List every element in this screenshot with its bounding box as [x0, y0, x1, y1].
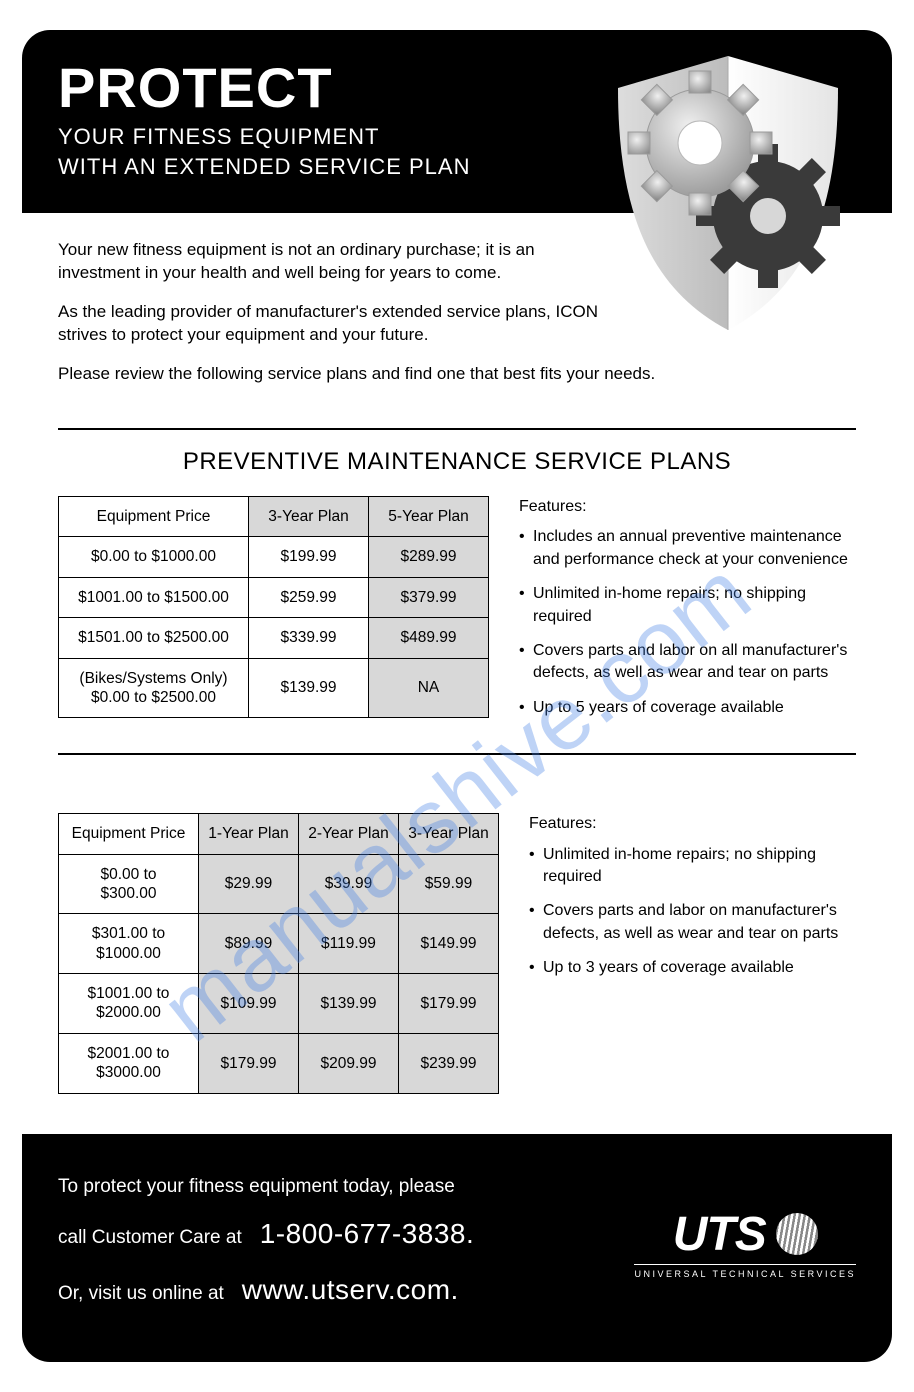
section2-plans: Equipment Price 1-Year Plan 2-Year Plan … [22, 767, 892, 1133]
table-row: $1001.00 to $1500.00 $259.99 $379.99 [59, 577, 489, 617]
section1-title: PREVENTIVE MAINTENANCE SERVICE PLANS [22, 448, 892, 476]
intro-p2: As the leading provider of manufacturer'… [58, 301, 598, 347]
uts-tagline: UNIVERSAL TECHNICAL SERVICES [634, 1264, 856, 1279]
hero-banner: PROTECT YOUR FITNESS EQUIPMENT WITH AN E… [22, 30, 892, 213]
uts-globe-icon [776, 1213, 818, 1255]
col-3yr: 3-Year Plan [249, 497, 369, 537]
col-1yr: 1-Year Plan [199, 814, 299, 854]
uts-logo-text: UTS [673, 1207, 766, 1262]
col-2yr: 2-Year Plan [299, 814, 399, 854]
table-row: $1501.00 to $2500.00 $339.99 $489.99 [59, 618, 489, 658]
col-5yr: 5-Year Plan [369, 497, 489, 537]
table-row: $301.00 to $1000.00 $89.99 $119.99 $149.… [59, 914, 499, 974]
col-3yr: 3-Year Plan [399, 814, 499, 854]
feature-item: Up to 3 years of coverage available [529, 957, 856, 979]
feature-item: Covers parts and labor on all manufactur… [519, 640, 856, 685]
website-url: www.utserv.com. [242, 1262, 459, 1318]
divider [58, 428, 856, 430]
footer-cta: To protect your fitness equipment today,… [58, 1168, 604, 1318]
call-label: call Customer Care at [58, 1219, 242, 1257]
intro-p1: Your new fitness equipment is not an ord… [58, 239, 598, 285]
features-title: Features: [519, 496, 856, 518]
phone-number: 1-800-677-3838. [260, 1206, 475, 1262]
feature-item: Covers parts and labor on manufacturer's… [529, 900, 856, 945]
col-equipment-price: Equipment Price [59, 814, 199, 854]
section1-plans: Equipment Price 3-Year Plan 5-Year Plan … [22, 496, 892, 741]
feature-item: Unlimited in-home repairs; no shipping r… [529, 844, 856, 889]
feature-item: Unlimited in-home repairs; no shipping r… [519, 583, 856, 628]
features-title: Features: [529, 813, 856, 835]
section1-features: Features: Includes an annual preventive … [519, 496, 856, 731]
document-card: PROTECT YOUR FITNESS EQUIPMENT WITH AN E… [22, 30, 892, 1362]
table-row: $1001.00 to $2000.00 $109.99 $139.99 $17… [59, 974, 499, 1034]
feature-item: Includes an annual preventive maintenanc… [519, 526, 856, 571]
table-row: $0.00 to $300.00 $29.99 $39.99 $59.99 [59, 854, 499, 914]
table-row: (Bikes/Systems Only) $0.00 to $2500.00 $… [59, 658, 489, 718]
shield-gears-icon [598, 48, 858, 338]
standard-table: Equipment Price 1-Year Plan 2-Year Plan … [58, 813, 499, 1093]
table-row: $2001.00 to $3000.00 $179.99 $209.99 $23… [59, 1033, 499, 1093]
section2-features: Features: Unlimited in-home repairs; no … [529, 813, 856, 991]
visit-label: Or, visit us online at [58, 1275, 224, 1313]
intro-p3: Please review the following service plan… [58, 363, 856, 386]
uts-brand: UTS UNIVERSAL TECHNICAL SERVICES [634, 1207, 856, 1279]
feature-item: Up to 5 years of coverage available [519, 697, 856, 719]
table-row: $0.00 to $1000.00 $199.99 $289.99 [59, 537, 489, 577]
footer-banner: To protect your fitness equipment today,… [22, 1134, 892, 1362]
divider [58, 753, 856, 755]
preventive-table: Equipment Price 3-Year Plan 5-Year Plan … [58, 496, 489, 718]
footer-line1: To protect your fitness equipment today,… [58, 1168, 604, 1206]
col-equipment-price: Equipment Price [59, 497, 249, 537]
